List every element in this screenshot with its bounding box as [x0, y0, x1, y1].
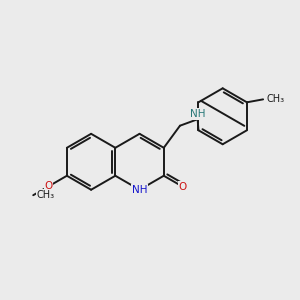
Text: O: O	[44, 182, 53, 191]
Text: NH: NH	[132, 185, 147, 195]
Text: O: O	[179, 182, 187, 192]
Text: CH₃: CH₃	[267, 94, 285, 104]
Text: NH: NH	[190, 109, 206, 119]
Text: CH₃: CH₃	[37, 190, 55, 200]
